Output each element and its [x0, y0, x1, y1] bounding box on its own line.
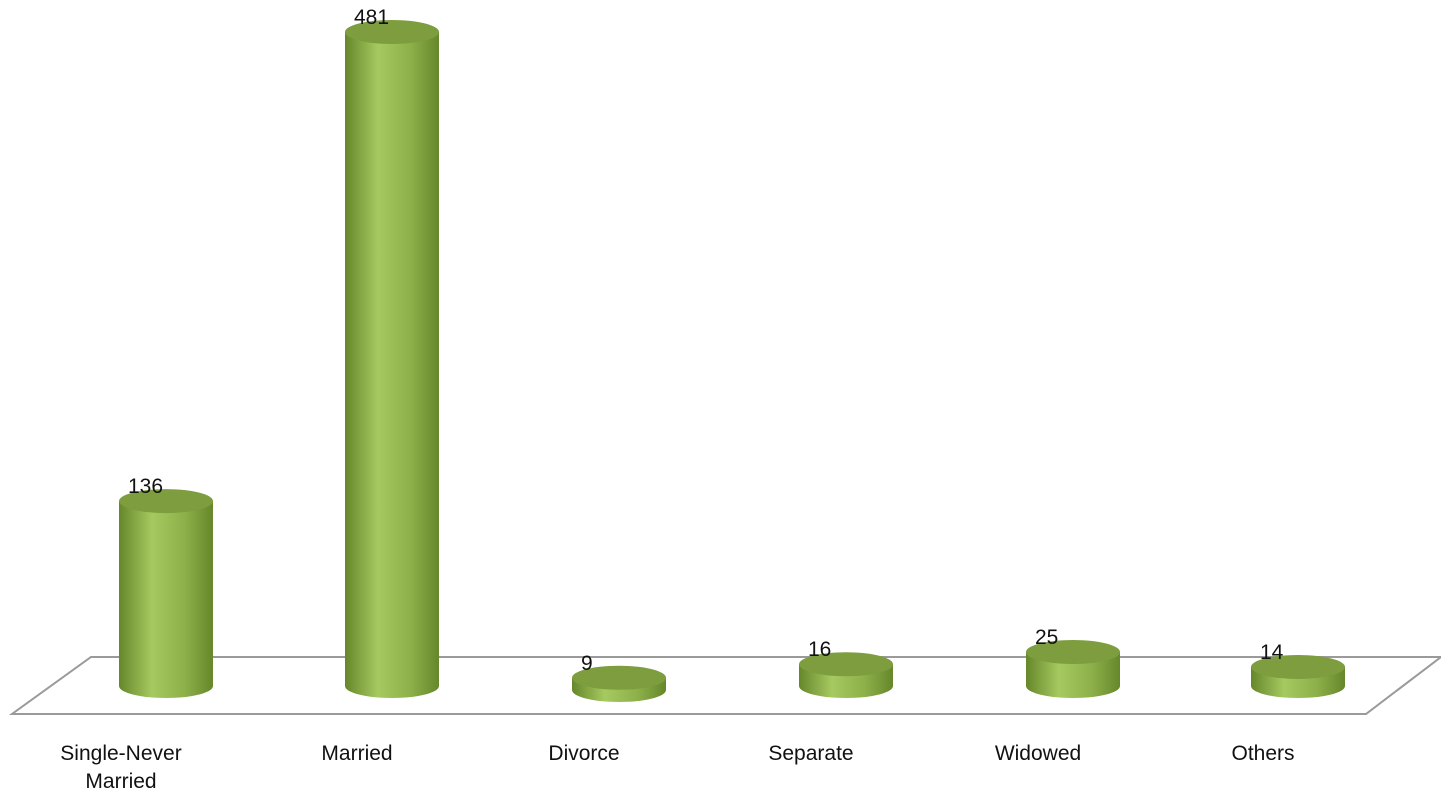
data-label: 481 — [354, 6, 389, 29]
bars-layer — [119, 20, 1345, 702]
category-label: Others — [1231, 742, 1294, 765]
data-label: 16 — [808, 638, 831, 661]
bar-widowed — [1026, 652, 1120, 698]
chart-floor — [8, 656, 1441, 715]
data-label: 136 — [128, 475, 163, 498]
bar-top — [1026, 640, 1120, 665]
category-label: Divorce — [548, 742, 619, 765]
bar-top — [799, 652, 893, 677]
category-label: Separate — [768, 742, 853, 765]
bar-married — [345, 32, 439, 698]
bar-top — [345, 20, 439, 44]
bar-single-never-married — [119, 501, 213, 698]
labels-layer: 136 Single-Never Married 481 Married 9 Divorce… — [60, 6, 1294, 793]
data-label: 9 — [581, 652, 593, 675]
bar-top — [119, 489, 213, 514]
bar-top — [1251, 654, 1345, 679]
bar-top — [572, 665, 666, 690]
category-label: Married — [321, 742, 392, 765]
data-label: 14 — [1260, 641, 1284, 664]
data-label: 25 — [1035, 626, 1058, 649]
category-label: Single-Never Married — [60, 742, 181, 793]
category-label: Widowed — [995, 742, 1081, 765]
